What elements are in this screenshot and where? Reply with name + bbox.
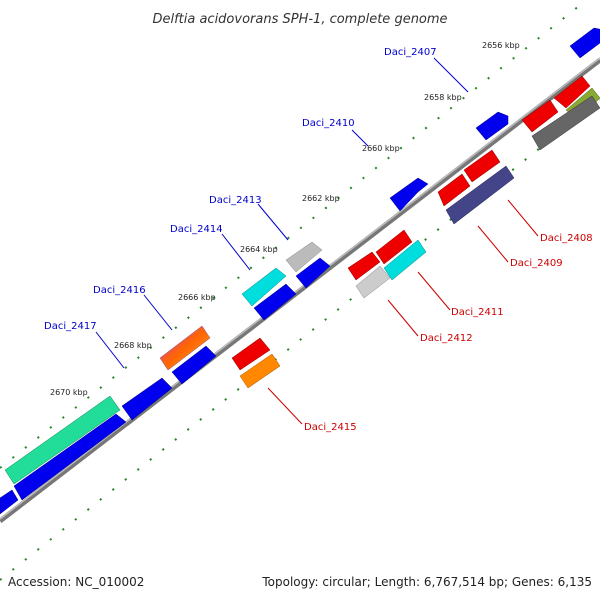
kbp-tick-label: 2658 kbp bbox=[424, 93, 462, 102]
kbp-tick-label: 2662 kbp bbox=[302, 194, 340, 203]
gene-arrow-daci-2411[interactable] bbox=[383, 239, 427, 281]
genome-backbone bbox=[0, 58, 600, 523]
gene-label-daci-2409[interactable]: Daci_2409 bbox=[510, 258, 563, 269]
leader-line bbox=[267, 387, 303, 425]
gene-arrow-daci-2409-red[interactable] bbox=[437, 173, 471, 207]
gene-label-daci-2411[interactable]: Daci_2411 bbox=[451, 307, 504, 318]
gene-arrow-daci-2410[interactable] bbox=[389, 177, 429, 212]
gene-arrow-daci-2413[interactable] bbox=[295, 257, 331, 289]
gene-arrow-daci-2411-red[interactable] bbox=[375, 229, 413, 265]
gene-arrow-daci-2414b[interactable] bbox=[253, 283, 297, 321]
leader-line bbox=[477, 225, 509, 263]
gene-arrow-daci-2412[interactable] bbox=[355, 265, 391, 299]
gene-arrow-daci-2415[interactable] bbox=[239, 353, 281, 389]
gene-label-daci-2410[interactable]: Daci_2410 bbox=[302, 118, 355, 129]
accession-label: Accession: NC_010002 bbox=[8, 575, 144, 589]
leader-line bbox=[433, 57, 469, 93]
gene-arrow-dark-grey[interactable] bbox=[531, 95, 600, 151]
gene-label-daci-2407[interactable]: Daci_2407 bbox=[384, 47, 437, 58]
leader-line bbox=[257, 203, 289, 241]
kbp-tick-label: 2668 kbp bbox=[114, 341, 152, 350]
gene-label-daci-2408[interactable]: Daci_2408 bbox=[540, 233, 593, 244]
leader-line bbox=[143, 294, 173, 331]
gene-label-daci-2416[interactable]: Daci_2416 bbox=[93, 285, 146, 296]
gene-arrow-daci-2417[interactable] bbox=[4, 395, 121, 485]
gene-label-daci-2414[interactable]: Daci_2414 bbox=[170, 224, 223, 235]
forward-gene-arrows bbox=[0, 27, 600, 515]
gene-arrow-daci-2413-grey[interactable] bbox=[285, 241, 323, 273]
gene-arrow-daci-2416[interactable] bbox=[159, 325, 211, 371]
leader-line bbox=[507, 199, 539, 237]
gene-arrow-daci-2409[interactable] bbox=[445, 165, 515, 225]
leader-line bbox=[351, 129, 369, 147]
forward-gene-labels: Daci_2407 Daci_2410 Daci_2413 Daci_2414 … bbox=[44, 47, 469, 369]
kbp-tick-label: 2670 kbp bbox=[50, 388, 88, 397]
gene-label-daci-2415[interactable]: Daci_2415 bbox=[304, 422, 357, 433]
kbp-tick-label: 2656 kbp bbox=[482, 41, 520, 50]
outer-tick-ring bbox=[0, 1, 585, 469]
gene-arrow-daci-2408[interactable] bbox=[463, 149, 501, 183]
gene-label-daci-2413[interactable]: Daci_2413 bbox=[209, 195, 262, 206]
gene-arrow-daci-2412-red[interactable] bbox=[347, 251, 381, 281]
genome-summary-label: Topology: circular; Length: 6,767,514 bp… bbox=[261, 575, 592, 589]
gene-label-daci-2412[interactable]: Daci_2412 bbox=[420, 333, 473, 344]
gene-arrow-daci-2407b[interactable] bbox=[475, 111, 509, 141]
gene-label-daci-2417[interactable]: Daci_2417 bbox=[44, 321, 97, 332]
reverse-gene-labels: Daci_2408 Daci_2409 Daci_2411 Daci_2412 … bbox=[267, 199, 593, 433]
gene-arrow-daci-2407[interactable] bbox=[569, 27, 600, 59]
kbp-tick-label: 2664 kbp bbox=[240, 245, 278, 254]
kbp-tick-label: 2660 kbp bbox=[362, 144, 400, 153]
gene-arrow-daci-2417b[interactable] bbox=[121, 377, 173, 421]
gene-arrow-long-blue[interactable] bbox=[13, 413, 127, 501]
gene-arrow-edge-blue[interactable] bbox=[0, 489, 19, 515]
gene-arrow-daci-2414[interactable] bbox=[241, 267, 287, 307]
gene-arrow-red-2[interactable] bbox=[521, 99, 559, 133]
gene-arrow-daci-2415-red[interactable] bbox=[231, 337, 271, 371]
gene-arrow-daci-2416b[interactable] bbox=[171, 345, 217, 385]
gene-arrow-daci-2408-top[interactable] bbox=[553, 75, 591, 109]
kbp-tick-labels: 2656 kbp 2658 kbp 2660 kbp 2662 kbp 2664… bbox=[50, 41, 520, 397]
reverse-gene-arrows bbox=[231, 75, 600, 389]
leader-line bbox=[95, 331, 125, 369]
leader-line bbox=[221, 233, 251, 271]
leader-line bbox=[387, 299, 419, 337]
leader-line bbox=[417, 271, 451, 311]
kbp-tick-label: 2666 kbp bbox=[178, 293, 216, 302]
genome-backbone-highlight bbox=[0, 57, 600, 520]
map-title: Delftia acidovorans SPH-1, complete geno… bbox=[152, 12, 447, 27]
